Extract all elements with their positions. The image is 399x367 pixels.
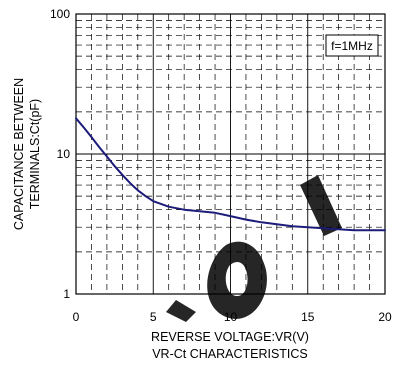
y-axis-label-line1: CAPACITANCE BETWEEN <box>12 78 26 230</box>
x-tick-label: 20 <box>378 310 392 324</box>
frequency-annotation-text: f=1MHz <box>331 39 373 53</box>
x-tick-labels: 0 5 10 15 20 <box>73 310 392 324</box>
x-tick-label: 15 <box>301 310 315 324</box>
series-line <box>75 117 386 232</box>
watermark <box>166 175 342 322</box>
grid-lines <box>76 14 385 294</box>
frequency-annotation: f=1MHz <box>325 34 379 57</box>
x-axis-label: REVERSE VOLTAGE:VR(V) <box>151 330 309 344</box>
y-tick-label: 10 <box>57 147 71 161</box>
chart-title: VR-Ct CHARACTERISTICS <box>152 347 308 361</box>
y-tick-label: 100 <box>50 7 70 21</box>
x-tick-label: 5 <box>150 310 157 324</box>
series-group <box>75 117 386 232</box>
plot-frame <box>75 13 386 295</box>
x-tick-label: 10 <box>224 310 238 324</box>
x-tick-label: 0 <box>73 310 80 324</box>
y-tick-label: 1 <box>63 287 70 301</box>
y-tick-labels: 1 10 100 <box>50 7 70 301</box>
y-axis-label-line2: TERMINALS:Ct(pF) <box>28 99 42 209</box>
